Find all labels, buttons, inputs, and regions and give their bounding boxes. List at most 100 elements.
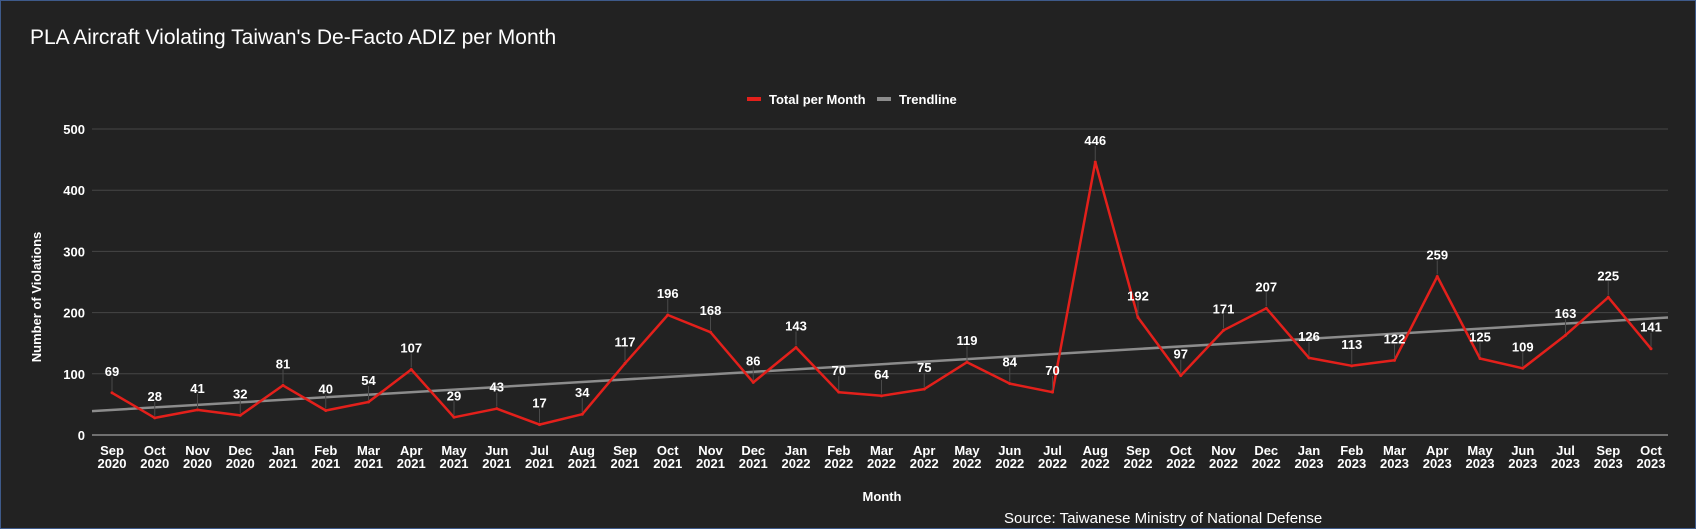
x-tick-label-year: 2022	[824, 456, 853, 471]
data-label: 113	[1341, 337, 1362, 352]
data-label: 41	[190, 381, 204, 396]
data-point	[367, 400, 370, 404]
data-label: 192	[1127, 288, 1149, 303]
data-label: 107	[400, 341, 422, 356]
x-tick-label-month: Oct	[1640, 443, 1662, 458]
data-label: 32	[233, 386, 247, 401]
data-label: 122	[1384, 331, 1406, 346]
legend-label-trendline: Trendline	[899, 92, 957, 107]
x-tick-label-month: Jan	[272, 443, 294, 458]
data-label: 143	[785, 318, 807, 333]
y-tick-label: 0	[78, 428, 85, 443]
x-tick-label-year: 2023	[1295, 456, 1324, 471]
data-point	[965, 360, 969, 364]
data-label: 207	[1255, 279, 1277, 294]
data-point	[1093, 160, 1097, 164]
data-point	[922, 387, 926, 391]
data-point	[1649, 347, 1653, 351]
x-tick-label-month: Nov	[698, 443, 723, 458]
data-point	[238, 413, 242, 417]
x-tick-label-month: Jun	[485, 443, 508, 458]
data-label: 69	[105, 364, 119, 379]
x-tick-label-year: 2021	[482, 456, 511, 471]
x-tick-label-year: 2023	[1337, 456, 1366, 471]
data-label: 43	[490, 380, 504, 395]
x-tick-label-year: 2023	[1594, 456, 1623, 471]
trendline	[91, 316, 1669, 413]
x-tick-label-month: May	[954, 443, 980, 458]
data-point	[709, 330, 712, 334]
data-point	[1264, 306, 1268, 310]
x-tick-label-year: 2020	[140, 456, 169, 471]
data-label: 259	[1426, 247, 1448, 262]
data-label: 29	[447, 388, 461, 403]
data-point	[580, 412, 584, 416]
x-tick-label-year: 2021	[354, 456, 383, 471]
data-point	[1136, 315, 1140, 319]
data-point	[324, 409, 328, 413]
x-tick-label-month: Mar	[1383, 443, 1406, 458]
data-label: 34	[575, 385, 590, 400]
x-tick-label-year: 2021	[311, 456, 340, 471]
data-label: 40	[319, 382, 333, 397]
x-tick-label-year: 2022	[782, 456, 811, 471]
x-tick-label-year: 2022	[910, 456, 939, 471]
data-label: 109	[1512, 339, 1534, 354]
x-tick-label-month: Jan	[1298, 443, 1320, 458]
data-point	[1435, 274, 1439, 278]
data-point	[196, 408, 199, 412]
data-point	[495, 407, 499, 411]
data-point	[1307, 356, 1311, 360]
x-tick-label-year: 2021	[739, 456, 768, 471]
x-tick-label-month: Sep	[613, 443, 637, 458]
x-tick-label-year: 2022	[1038, 456, 1067, 471]
data-point	[751, 380, 755, 384]
data-point	[666, 313, 670, 317]
data-label: 75	[917, 360, 931, 375]
data-label: 126	[1298, 329, 1320, 344]
x-tick-label-year: 2023	[1423, 456, 1452, 471]
x-tick-label-year: 2020	[183, 456, 212, 471]
x-tick-label-year: 2022	[1124, 456, 1153, 471]
data-label: 168	[700, 303, 722, 318]
x-tick-label-month: Mar	[357, 443, 380, 458]
x-tick-label-year: 2021	[397, 456, 426, 471]
x-tick-label-month: Apr	[400, 443, 422, 458]
x-tick-label-month: May	[1467, 443, 1493, 458]
data-label: 119	[957, 333, 978, 348]
legend-label-total-per-month: Total per Month	[769, 92, 866, 107]
data-point	[1350, 364, 1354, 368]
x-tick-label-month: Aug	[570, 443, 595, 458]
x-tick-label-month: Jun	[1511, 443, 1534, 458]
data-label: 225	[1597, 268, 1619, 283]
data-label: 64	[874, 367, 889, 382]
data-point	[1222, 328, 1225, 332]
data-label: 28	[148, 389, 162, 404]
data-point	[1393, 358, 1396, 362]
x-tick-label-year: 2022	[1081, 456, 1110, 471]
data-point	[1606, 295, 1610, 299]
data-point	[1051, 390, 1054, 394]
x-tick-label-month: Oct	[1170, 443, 1192, 458]
y-axis-title: Number of Violations	[29, 232, 44, 363]
x-tick-label-month: Sep	[1126, 443, 1150, 458]
source-note: Source: Taiwanese Ministry of National D…	[1004, 510, 1323, 527]
data-label: 70	[832, 363, 846, 378]
x-tick-label-month: Dec	[228, 443, 252, 458]
data-label: 163	[1555, 306, 1577, 321]
y-tick-label: 100	[63, 367, 85, 382]
x-tick-label-month: Jun	[998, 443, 1021, 458]
data-point	[110, 391, 114, 395]
x-tick-label-year: 2022	[1166, 456, 1195, 471]
x-tick-label-month: Dec	[1254, 443, 1278, 458]
x-tick-label-month: Feb	[827, 443, 850, 458]
x-tick-label-month: Jan	[785, 443, 807, 458]
data-point	[837, 390, 841, 394]
x-tick-label-year: 2021	[269, 456, 298, 471]
x-tick-label-year: 2022	[1209, 456, 1238, 471]
x-tick-label-month: Aug	[1083, 443, 1108, 458]
x-tick-label-year: 2022	[1252, 456, 1281, 471]
x-tick-label-year: 2022	[953, 456, 982, 471]
